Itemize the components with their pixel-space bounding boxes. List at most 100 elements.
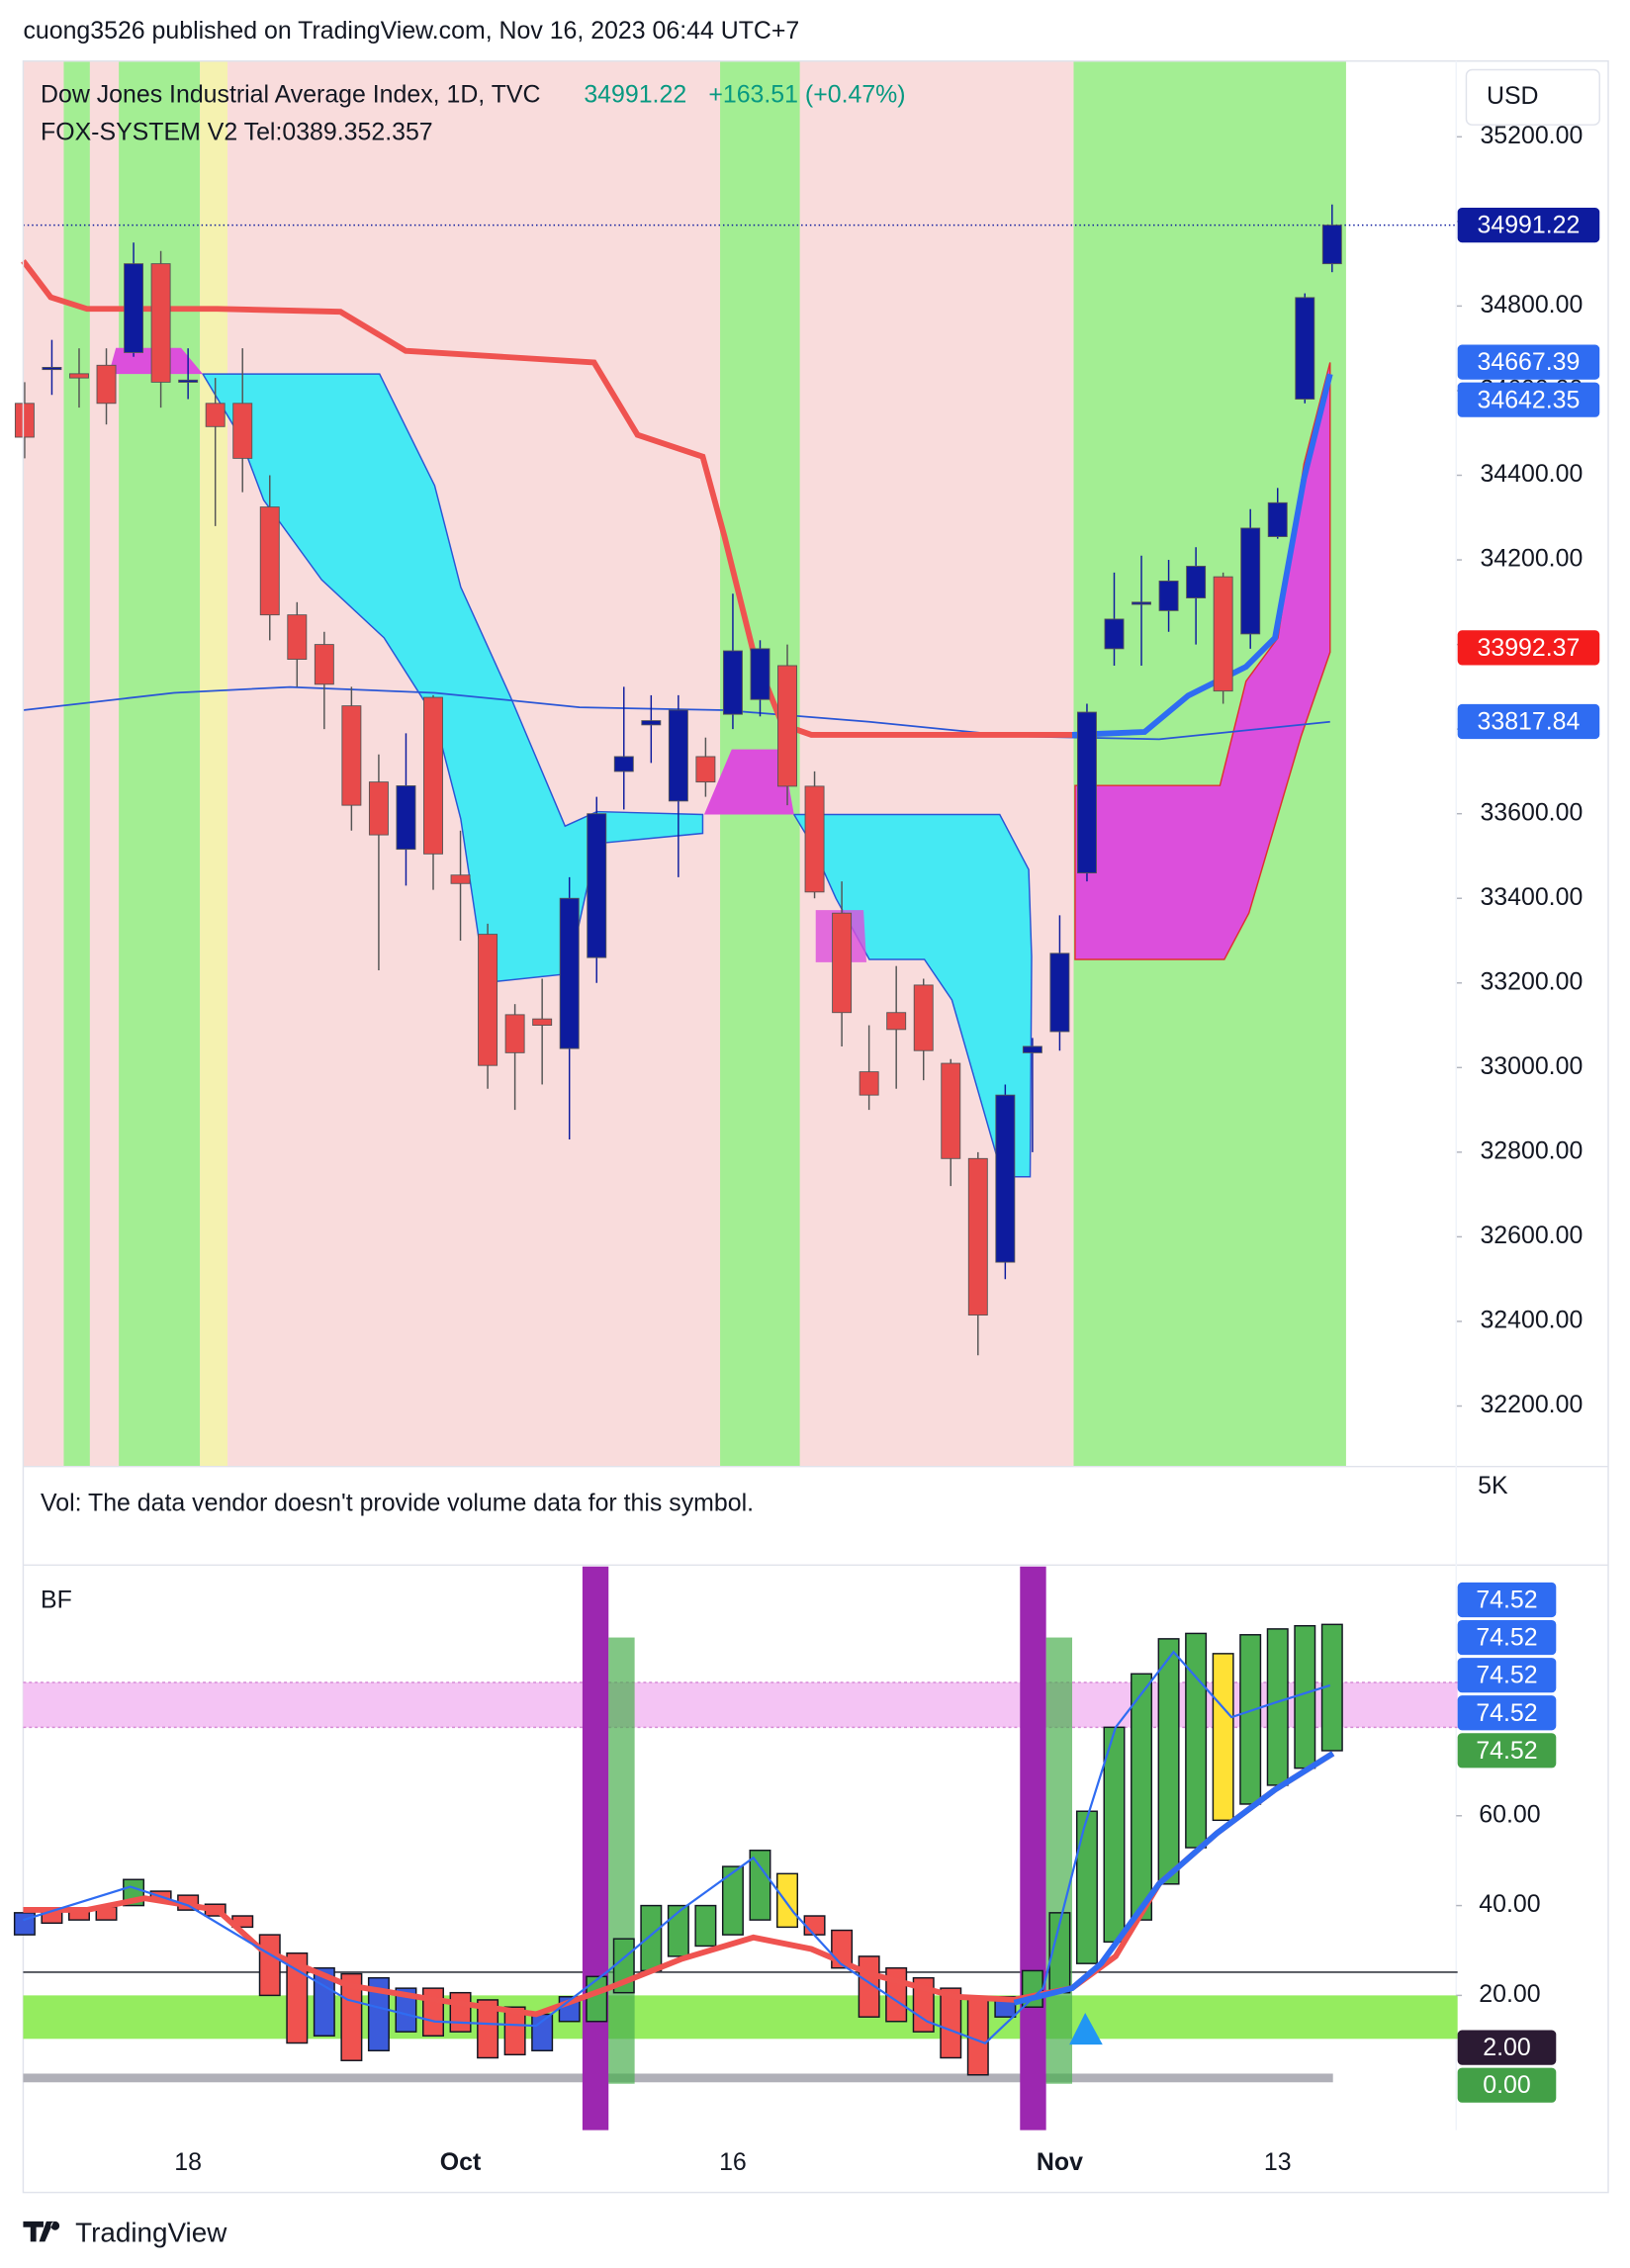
bf-bar — [1157, 1638, 1180, 1885]
y-tick-label: 40.00 — [1479, 1890, 1540, 1918]
value-label: 2.00 — [1483, 2034, 1530, 2061]
volume-note: Vol: The data vendor doesn't provide vol… — [41, 1489, 754, 1516]
candle-body — [1240, 527, 1261, 635]
candle-body — [750, 648, 770, 700]
candle-body — [1049, 953, 1070, 1033]
value-label-box — [1457, 2030, 1557, 2065]
candle-body — [1158, 580, 1179, 611]
value-label-box — [1457, 2067, 1557, 2103]
candle-body — [1132, 601, 1152, 605]
y-tick-label: 32600.00 — [1480, 1222, 1583, 1249]
value-label-box — [1457, 1695, 1557, 1731]
bf-bar — [803, 1915, 826, 1936]
price-label: 33817.84 — [1478, 708, 1581, 736]
cloud-bear — [792, 813, 1033, 1178]
candle-body — [341, 705, 362, 806]
value-label-box — [1457, 1582, 1557, 1618]
bf-bar — [13, 1912, 36, 1936]
signal-bar — [1045, 1637, 1073, 2084]
value-label: 74.52 — [1476, 1737, 1537, 1765]
candle-body — [1076, 711, 1097, 874]
x-tick-label: Nov — [1037, 2148, 1083, 2176]
candle-body — [668, 709, 688, 802]
y-tick-label: 35200.00 — [1480, 122, 1583, 149]
trend-line — [1071, 373, 1333, 738]
price-label: 34667.39 — [1478, 348, 1581, 376]
candle-body — [205, 403, 226, 427]
price-label-box — [1457, 344, 1600, 380]
currency[interactable]: USD — [1487, 82, 1539, 110]
candle-body — [559, 897, 580, 1049]
candle-body — [1022, 1045, 1042, 1053]
candle-body — [1104, 618, 1125, 650]
candle-body — [42, 366, 62, 371]
y-tick-label: 33400.00 — [1480, 883, 1583, 911]
price-label-box — [1457, 630, 1600, 666]
x-tick-label: 16 — [719, 2148, 747, 2176]
currency-box[interactable] — [1465, 68, 1600, 126]
chart-title: Dow Jones Industrial Average Index, 1D, … — [41, 80, 540, 108]
signal-arrow — [1069, 2012, 1103, 2045]
candle-body — [287, 614, 308, 661]
price-change: +163.51 (+0.47%) — [708, 80, 905, 108]
bf-bar — [422, 1987, 444, 2037]
bf-bar — [694, 1904, 717, 1948]
candle-body — [1213, 576, 1233, 692]
signal-bar — [1020, 1566, 1046, 2131]
bf-bar — [749, 1850, 771, 1921]
bf-layer: 20.00 40.00 60.00 74.52 74.52 74.52 74.52 74.52… — [13, 1582, 1557, 2103]
x-tick-label: 13 — [1264, 2148, 1292, 2176]
price-label-box — [1457, 382, 1600, 417]
candle-body — [259, 506, 280, 616]
bg-bull — [63, 60, 90, 1467]
value-label-box — [1457, 1620, 1557, 1656]
signal-line — [1013, 1751, 1335, 2006]
bf-bar — [776, 1872, 799, 1929]
candle-body — [641, 720, 662, 726]
candle-body — [832, 912, 853, 1014]
candle-body — [995, 1094, 1016, 1263]
indicator-name: FOX-SYSTEM V2 Tel:0389.352.357 — [41, 119, 433, 146]
candle-body — [804, 785, 825, 893]
bf-bar — [940, 1987, 962, 2059]
candle-body — [450, 874, 471, 884]
candle-body — [722, 650, 743, 715]
y-tick-label: 33600.00 — [1480, 798, 1583, 826]
bf-bar — [286, 1951, 309, 2044]
cloud-bull — [703, 749, 794, 815]
candle-body — [314, 644, 334, 685]
base-band — [23, 2073, 1333, 2083]
value-label-box — [1457, 1658, 1557, 1693]
candle-body — [941, 1062, 961, 1159]
y-tick-label: 34400.00 — [1480, 460, 1583, 488]
value-label: 74.52 — [1476, 1662, 1537, 1689]
candle-body — [368, 781, 389, 836]
bf-bar — [1131, 1673, 1153, 1921]
value-label: 74.52 — [1476, 1699, 1537, 1727]
candle-body — [178, 379, 199, 383]
candle-body — [69, 373, 89, 379]
candle-body — [96, 364, 117, 405]
bf-bar — [1075, 1810, 1098, 1964]
x-tick-label: Oct — [440, 2148, 482, 2176]
y-tick-label: 60.00 — [1479, 1800, 1540, 1828]
cloud-bull — [1074, 362, 1331, 960]
bf-bar — [1103, 1726, 1126, 1944]
price-label: 34991.22 — [1478, 212, 1581, 239]
value-label-box — [1457, 1733, 1557, 1769]
bf-bar — [667, 1904, 689, 1957]
value-label: 74.52 — [1476, 1624, 1537, 1652]
candle-body — [1321, 225, 1342, 265]
candle-body — [14, 403, 35, 438]
bf-bar — [395, 1987, 417, 2033]
volume-scale: 5K — [1478, 1472, 1508, 1499]
bf-bar — [258, 1934, 281, 1997]
candle-body — [396, 785, 416, 851]
candle-body — [124, 263, 144, 353]
indicator-overlay — [21, 259, 1333, 1178]
candle-body — [859, 1071, 879, 1096]
candle-body — [150, 263, 171, 383]
x-tick-label: 18 — [174, 2148, 202, 2176]
logo-mark — [23, 2221, 60, 2242]
